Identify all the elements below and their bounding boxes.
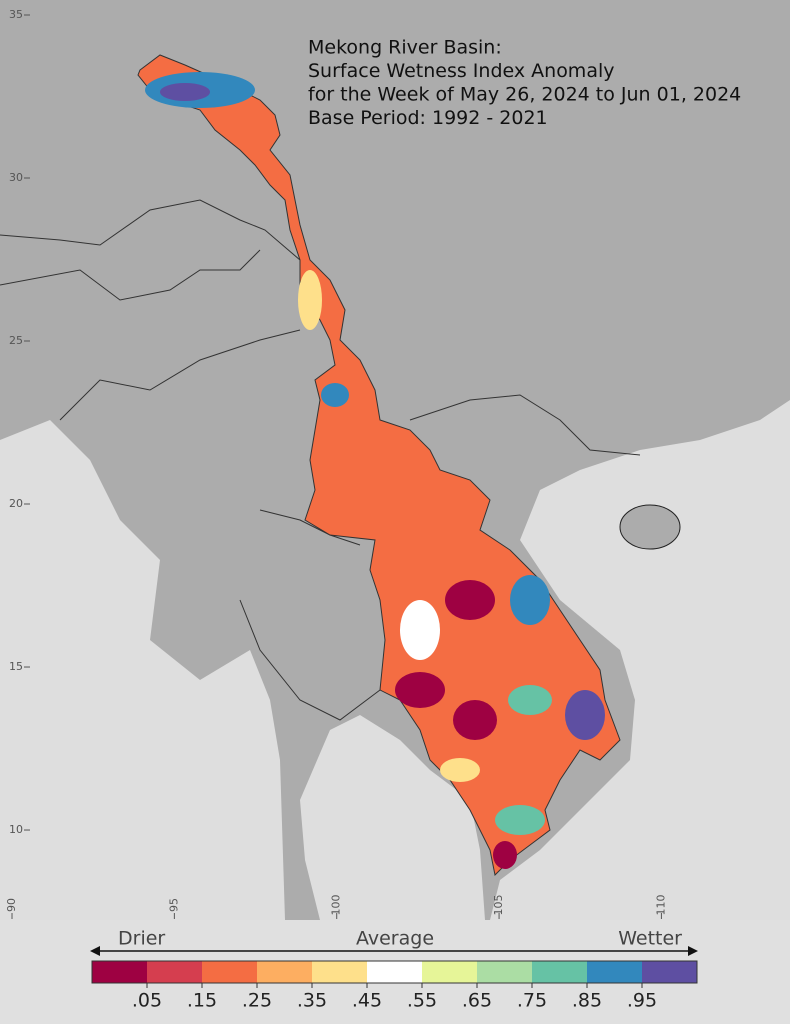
basin (137, 54, 621, 877)
borders (0, 199, 641, 721)
colorbar-swatch (257, 961, 312, 983)
legend-right: Wetter (618, 928, 682, 950)
lat-tick-label: 25 (9, 334, 23, 347)
colorbar-swatch (422, 961, 477, 983)
title-line: Base Period: 1992 - 2021 (308, 107, 548, 129)
colorbar-label: .05 (132, 990, 162, 1012)
colorbar-label: .65 (462, 990, 492, 1012)
lat-tick-label: 30 (9, 171, 23, 184)
colorbar-label: .75 (517, 990, 547, 1012)
title-line: Mekong River Basin: (308, 37, 502, 59)
legend-center: Average (356, 928, 434, 950)
sea (300, 715, 485, 920)
colorbar-swatch (367, 961, 422, 983)
title-line: for the Week of May 26, 2024 to Jun 01, … (308, 84, 741, 106)
colorbar-swatch (147, 961, 202, 983)
lon-tick-label: 90 (5, 898, 18, 912)
colorbar-swatch (532, 961, 587, 983)
sea (490, 400, 790, 920)
lat-tick-label: 20 (9, 497, 23, 510)
colorbar-swatch (587, 961, 642, 983)
colorbar-swatch (312, 961, 367, 983)
lon-tick-label: 100 (330, 895, 343, 916)
colorbar-swatch (642, 961, 697, 983)
colorbar-label: .25 (242, 990, 272, 1012)
title-line: Surface Wetness Index Anomaly (308, 60, 615, 82)
colorbar-label: .55 (407, 990, 437, 1012)
colorbar-label: .15 (187, 990, 217, 1012)
colorbar-label: .45 (352, 990, 382, 1012)
colorbar-frame (91, 960, 698, 984)
colorbar-swatch (477, 961, 532, 983)
colorbar-label: .95 (627, 990, 657, 1012)
sea (0, 420, 285, 920)
lon-tick-label: 105 (492, 895, 505, 916)
island (619, 504, 681, 550)
colorbar-label: .85 (572, 990, 602, 1012)
colorbar-label: .35 (297, 990, 327, 1012)
lon-tick-label: 110 (654, 895, 667, 916)
colorbar-swatch (92, 961, 147, 983)
lat-tick-label: 10 (9, 823, 23, 836)
legend-left: Drier (118, 928, 165, 950)
lat-tick-label: 35 (9, 8, 23, 21)
colorbar-swatch (202, 961, 257, 983)
lon-tick-label: 95 (167, 898, 180, 912)
lat-tick-label: 15 (9, 660, 23, 673)
